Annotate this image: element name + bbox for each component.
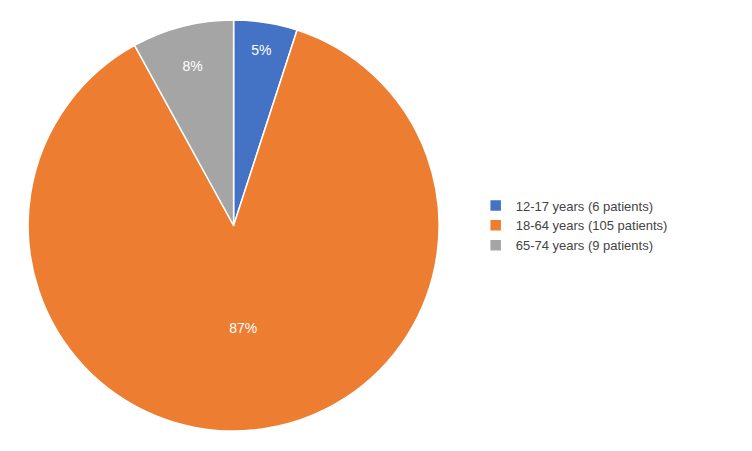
svg-text:87%: 87% xyxy=(229,320,257,336)
svg-text:18-64 years (105 patients): 18-64 years (105 patients) xyxy=(516,218,668,233)
svg-text:5%: 5% xyxy=(251,42,271,58)
svg-text:8%: 8% xyxy=(183,58,203,74)
svg-text:65-74 years (9 patients): 65-74 years (9 patients) xyxy=(516,238,653,253)
svg-text:12-17 years (6 patients): 12-17 years (6 patients) xyxy=(516,199,653,214)
